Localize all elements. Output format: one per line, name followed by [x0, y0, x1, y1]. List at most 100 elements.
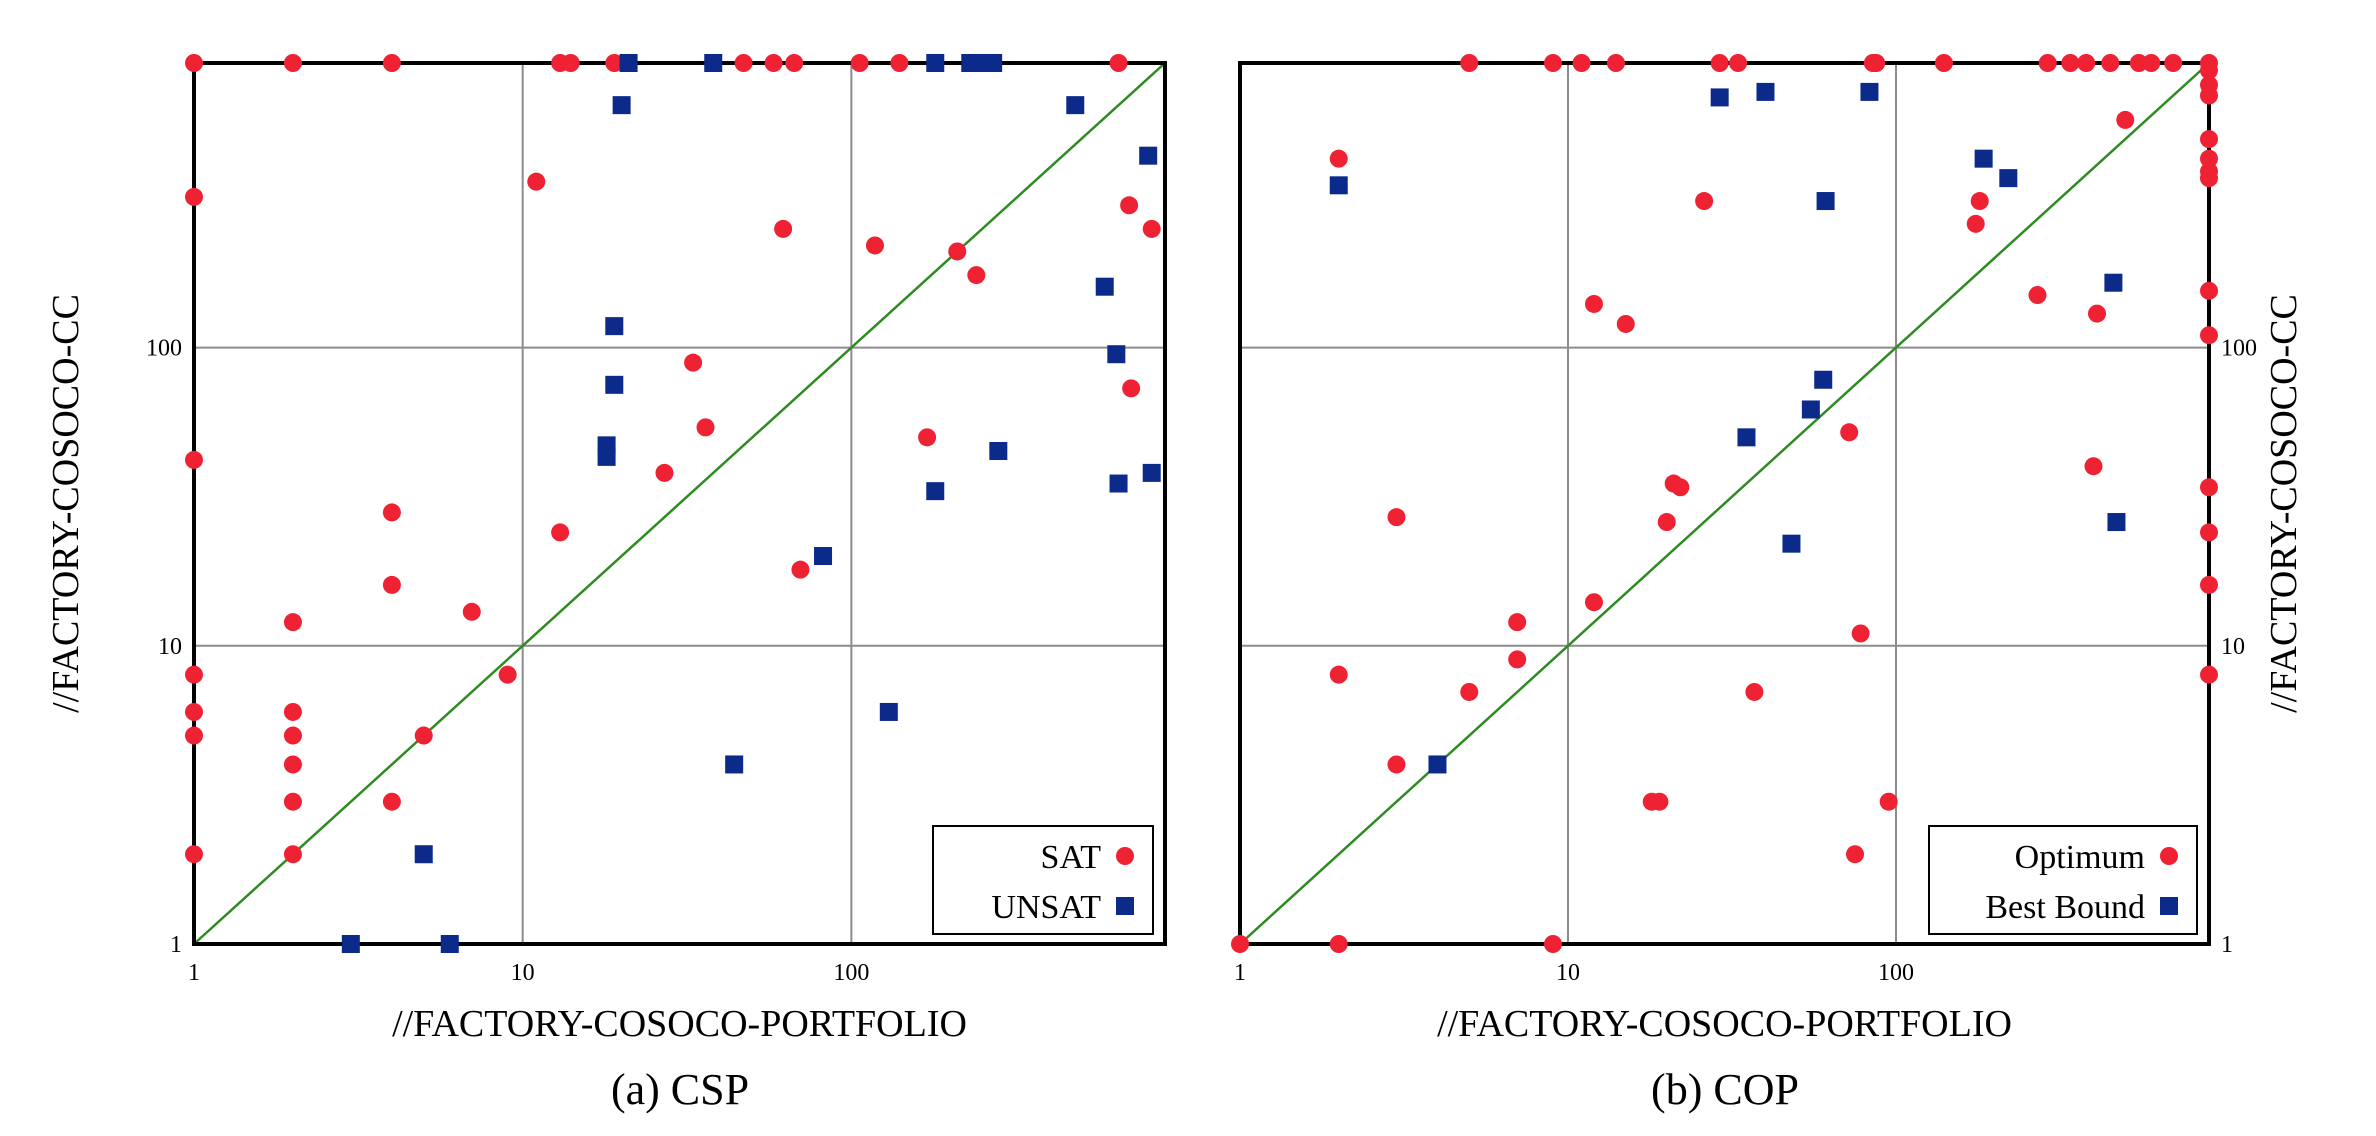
- y-axis-title: //FACTORY-COSOCO-CC: [2263, 294, 2305, 713]
- point-unsat: [1095, 277, 1114, 296]
- point-optimum: [2028, 286, 2047, 305]
- point-sat: [185, 702, 203, 721]
- point-unsat: [926, 54, 945, 72]
- point-unsat: [1109, 474, 1128, 493]
- point-optimum: [1584, 593, 1603, 612]
- point-unsat: [1142, 463, 1161, 482]
- point-optimum: [1970, 192, 1989, 211]
- panel-caption: (b) COP: [1651, 1065, 1799, 1114]
- point-sat: [764, 54, 783, 72]
- point-best-bound: [1816, 192, 1835, 211]
- point-optimum: [1657, 513, 1676, 532]
- point-optimum: [1387, 508, 1406, 527]
- point-sat: [1142, 219, 1161, 238]
- point-unsat: [440, 935, 459, 953]
- y-tick-label: 10: [2221, 634, 2245, 660]
- point-unsat: [984, 54, 1003, 72]
- point-sat: [283, 845, 302, 864]
- point-unsat: [1066, 96, 1085, 115]
- point-sat: [1120, 196, 1139, 215]
- point-best-bound: [2104, 273, 2123, 292]
- point-optimum: [2116, 110, 2135, 129]
- legend-box: [1928, 825, 2198, 935]
- point-optimum: [1508, 650, 1527, 669]
- point-unsat: [725, 755, 744, 774]
- point-optimum: [1329, 149, 1348, 168]
- point-sat: [185, 187, 203, 206]
- x-tick-label: 100: [1878, 960, 1914, 986]
- point-sat: [185, 845, 203, 864]
- point-optimum: [1851, 624, 1870, 643]
- point-optimum: [2038, 54, 2057, 72]
- point-unsat: [704, 54, 723, 72]
- point-sat: [850, 54, 869, 72]
- point-optimum: [2200, 665, 2218, 684]
- point-optimum: [1840, 423, 1859, 442]
- point-optimum: [2200, 523, 2218, 542]
- point-best-bound: [1814, 370, 1833, 389]
- point-optimum: [2164, 54, 2183, 72]
- point-optimum: [2200, 130, 2218, 149]
- point-optimum: [2077, 54, 2096, 72]
- point-optimum: [2200, 575, 2218, 594]
- point-sat: [414, 726, 433, 745]
- point-unsat: [879, 702, 898, 721]
- point-unsat: [926, 482, 945, 501]
- legend-box: [932, 825, 1154, 935]
- point-sat: [283, 755, 302, 774]
- point-sat: [185, 54, 203, 72]
- point-optimum: [1867, 54, 1886, 72]
- legend: SAT UNSAT: [932, 825, 1154, 935]
- point-optimum: [1460, 54, 1479, 72]
- diagonal-line: [193, 62, 1166, 945]
- point-optimum: [1329, 935, 1348, 953]
- point-optimum: [2200, 326, 2218, 345]
- point-optimum: [1846, 845, 1865, 864]
- x-tick-label: 10: [1556, 960, 1580, 986]
- point-sat: [551, 523, 570, 542]
- point-unsat: [414, 845, 433, 864]
- plot-frame: [192, 61, 1167, 946]
- point-sat: [382, 575, 401, 594]
- legend-marker: [1116, 897, 1134, 915]
- point-optimum: [1584, 294, 1603, 313]
- point-optimum: [2200, 86, 2218, 105]
- point-sat: [774, 219, 793, 238]
- y-tick-label: 10: [158, 634, 182, 660]
- x-tick-label: 1: [1234, 960, 1246, 986]
- point-optimum: [2061, 54, 2080, 72]
- point-sat: [185, 726, 203, 745]
- legend-marker: [1116, 847, 1134, 865]
- diagonal-line: [1239, 62, 2210, 945]
- point-sat: [684, 353, 703, 372]
- point-sat: [283, 726, 302, 745]
- point-sat: [283, 613, 302, 632]
- x-tick-label: 1: [188, 960, 200, 986]
- x-tick-label: 100: [833, 960, 869, 986]
- x-axis-title: //FACTORY-COSOCO-PORTFOLIO: [1437, 1003, 2012, 1045]
- point-sat: [655, 463, 674, 482]
- point-optimum: [2084, 457, 2103, 476]
- y-axis-title: //FACTORY-COSOCO-CC: [45, 294, 87, 713]
- point-sat: [561, 54, 580, 72]
- point-sat: [785, 54, 804, 72]
- point-best-bound: [2107, 513, 2126, 532]
- point-optimum: [2200, 61, 2218, 80]
- point-optimum: [1543, 935, 1562, 953]
- point-sat: [527, 172, 546, 191]
- point-sat: [382, 503, 401, 522]
- point-unsat: [612, 96, 631, 115]
- point-sat: [283, 702, 302, 721]
- x-axis-title: //FACTORY-COSOCO-PORTFOLIO: [392, 1003, 967, 1045]
- point-unsat: [814, 547, 833, 566]
- point-optimum: [2129, 54, 2148, 72]
- legend-label: UNSAT: [991, 889, 1101, 926]
- point-best-bound: [1860, 82, 1879, 101]
- point-best-bound: [1801, 400, 1820, 419]
- point-optimum: [1329, 665, 1348, 684]
- point-unsat: [605, 317, 624, 336]
- point-best-bound: [1428, 755, 1447, 774]
- point-sat: [865, 236, 884, 255]
- legend-marker: [2160, 897, 2178, 915]
- point-optimum: [2088, 304, 2107, 323]
